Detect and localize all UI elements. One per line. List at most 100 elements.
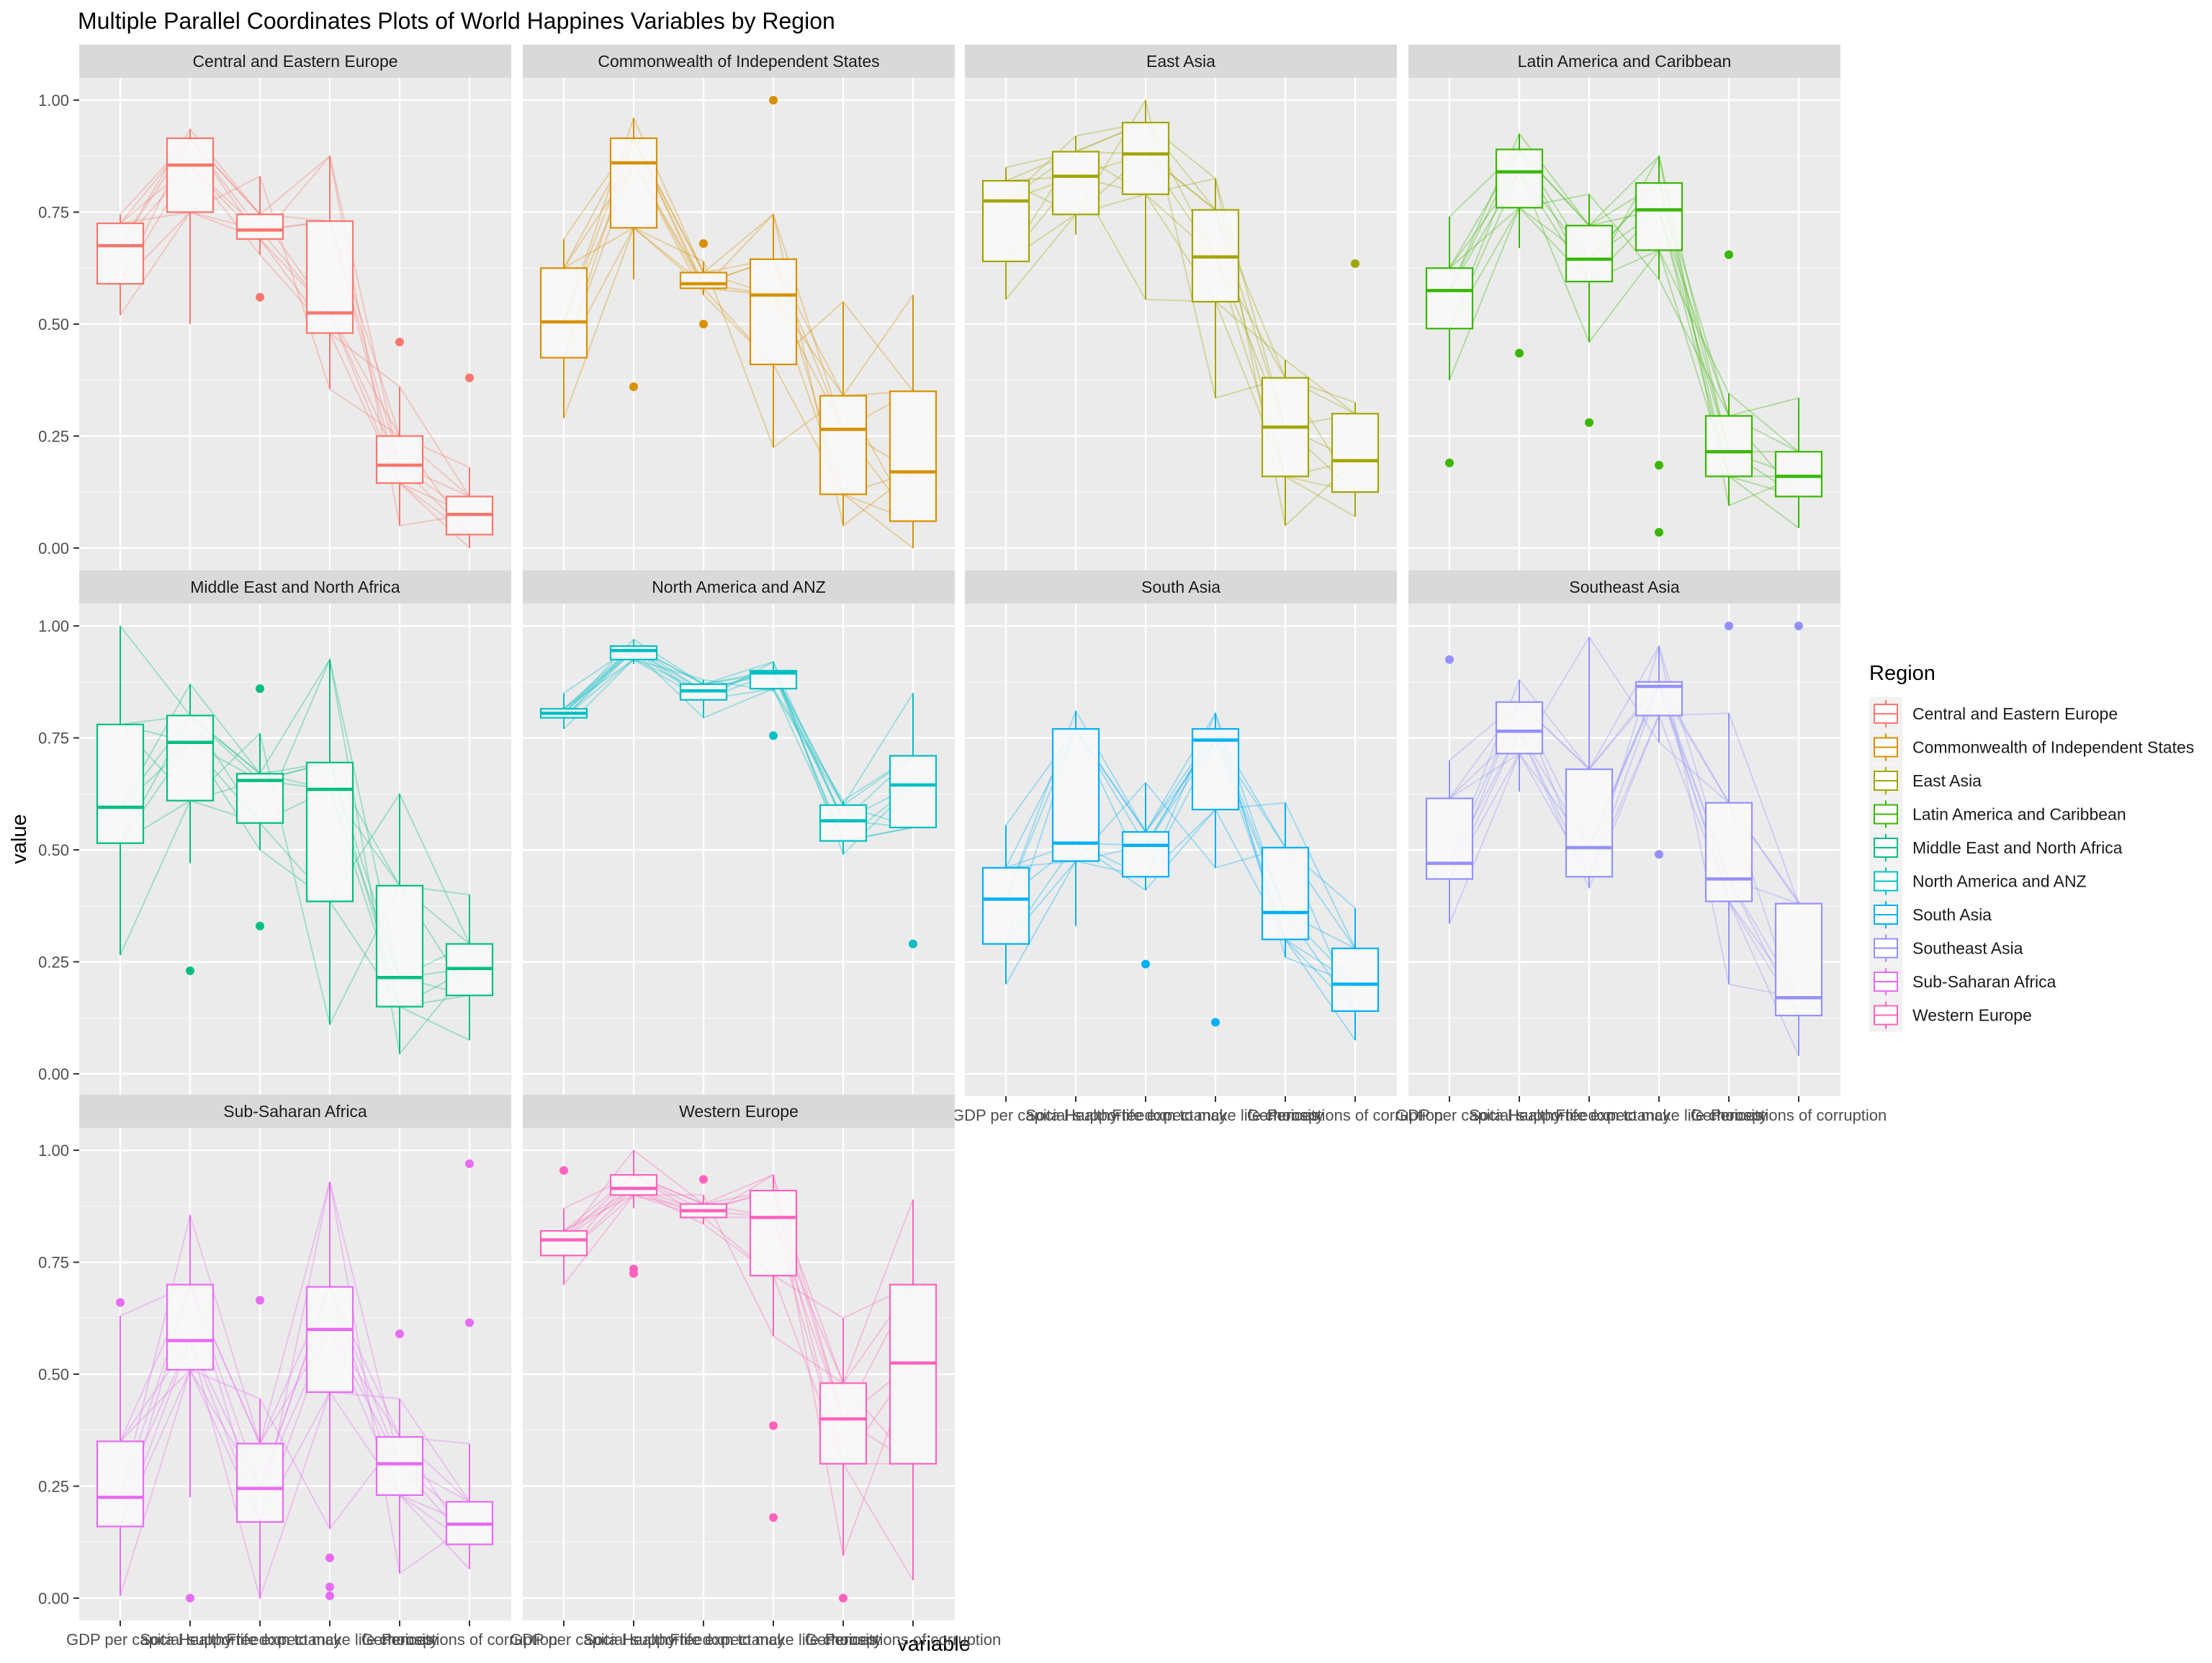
panel: East Asia — [965, 45, 1397, 570]
facet-label: Latin America and Caribbean — [1518, 52, 1732, 71]
box-iqr — [96, 222, 145, 285]
x-tick-label: Freedom to make life choices — [1555, 1106, 1762, 1124]
box-iqr — [819, 1382, 868, 1465]
outlier-point — [699, 320, 708, 328]
facet-label: Southeast Asia — [1569, 578, 1680, 596]
legend-title: Region — [1869, 662, 1936, 685]
x-tick-label: GDP per capita — [66, 1631, 175, 1649]
outlier-point — [699, 239, 708, 248]
outlier-point — [256, 292, 264, 302]
outlier-point — [465, 1318, 474, 1327]
box-iqr — [1565, 225, 1614, 283]
outlier-point — [1445, 458, 1454, 467]
y-tick-label: 1.00 — [38, 1142, 69, 1160]
panel: North America and ANZ — [523, 570, 955, 1096]
facet-strip — [79, 570, 511, 604]
facet-strip — [1408, 570, 1840, 604]
box-iqr — [1191, 728, 1240, 811]
x-tick-label: Healthy life expectancy — [1508, 1106, 1671, 1124]
box-iqr — [609, 645, 658, 660]
x-tick-label: Healthy life expectancy — [179, 1631, 341, 1649]
box-iqr — [981, 866, 1030, 945]
facet-strip — [965, 45, 1397, 78]
panel: Latin America and Caribbean — [1408, 45, 1840, 570]
x-tick-label: Generosity — [361, 1631, 438, 1649]
y-tick-label: 1.00 — [38, 617, 69, 635]
y-tick-label: 0.50 — [38, 1366, 69, 1384]
facet-strip — [79, 1095, 511, 1128]
box-iqr — [1121, 122, 1170, 195]
legend-label: Commonwealth of Independent States — [1912, 738, 2194, 757]
chart-title: Multiple Parallel Coordinates Plots of W… — [78, 8, 835, 34]
outlier-point — [769, 96, 778, 105]
outlier-point — [186, 1593, 194, 1603]
outlier-point — [186, 966, 194, 975]
outlier-point — [325, 1591, 334, 1600]
outlier-point — [1655, 528, 1663, 537]
facet-strip — [79, 45, 511, 78]
y-tick-label: 0.50 — [38, 841, 69, 859]
box-iqr — [1425, 797, 1474, 880]
outlier-point — [256, 1296, 264, 1305]
outlier-point — [465, 373, 474, 382]
x-tick-label: Generosity — [1691, 1106, 1767, 1124]
parallel-line — [1449, 206, 1799, 498]
facet-strip — [523, 570, 955, 604]
x-tick-label: Perceptions of corruption — [1711, 1106, 1887, 1124]
legend-label: Central and Eastern Europe — [1912, 704, 2118, 723]
outlier-point — [559, 1166, 568, 1175]
outlier-point — [839, 1593, 848, 1603]
y-tick-label: 0.00 — [38, 1590, 69, 1608]
parallel-line — [563, 226, 914, 522]
outlier-point — [629, 1269, 638, 1278]
box-iqr — [166, 1283, 215, 1371]
y-tick-label: 0.25 — [38, 1477, 69, 1495]
outlier-point — [1725, 250, 1733, 259]
box-iqr — [1495, 148, 1544, 209]
x-tick-label: Social support — [1025, 1106, 1125, 1124]
outlier-point — [325, 1553, 334, 1562]
legend-label: Southeast Asia — [1912, 939, 2023, 958]
legend-label: Middle East and North Africa — [1912, 838, 2123, 857]
y-tick-label: 0.75 — [38, 1254, 69, 1272]
legend-label: Latin America and Caribbean — [1912, 805, 2126, 824]
box-iqr — [1704, 802, 1753, 902]
outlier-point — [769, 731, 778, 740]
x-tick-label: Social support — [140, 1631, 240, 1649]
facet-label: Sub-Saharan Africa — [223, 1102, 367, 1121]
outlier-point — [1725, 622, 1733, 631]
y-tick-label: 0.25 — [38, 427, 69, 445]
outlier-point — [1794, 622, 1803, 631]
box-iqr — [539, 1229, 588, 1257]
y-tick-label: 0.50 — [38, 315, 69, 333]
box-iqr — [819, 804, 868, 842]
box-iqr — [981, 179, 1030, 263]
box-iqr — [375, 884, 424, 1008]
y-tick-label: 0.00 — [38, 539, 69, 557]
box-iqr — [1331, 947, 1380, 1012]
box-iqr — [305, 220, 354, 334]
x-tick-label: Generosity — [805, 1631, 881, 1649]
facet-label: Western Europe — [679, 1102, 799, 1121]
box-iqr — [1774, 451, 1823, 498]
x-tick-label: Social support — [583, 1631, 683, 1649]
parallel-line — [120, 211, 470, 536]
x-tick-label: Generosity — [1247, 1106, 1323, 1124]
box-iqr — [96, 1440, 145, 1528]
x-tick-label: GDP per capita — [1395, 1106, 1504, 1124]
facet-strip — [523, 1095, 955, 1128]
box-iqr — [1261, 846, 1310, 941]
outlier-point — [769, 1512, 778, 1522]
box-iqr — [1635, 182, 1683, 251]
facet-label: East Asia — [1146, 52, 1215, 71]
outlier-point — [1351, 259, 1359, 269]
facet-label: Central and Eastern Europe — [192, 52, 397, 71]
x-axis-title: variable — [897, 1633, 971, 1656]
y-tick-label: 0.00 — [38, 1065, 69, 1083]
legend-label: East Asia — [1912, 771, 1982, 790]
x-tick-label: Freedom to make life choices — [670, 1631, 876, 1649]
box-iqr — [1121, 831, 1170, 878]
